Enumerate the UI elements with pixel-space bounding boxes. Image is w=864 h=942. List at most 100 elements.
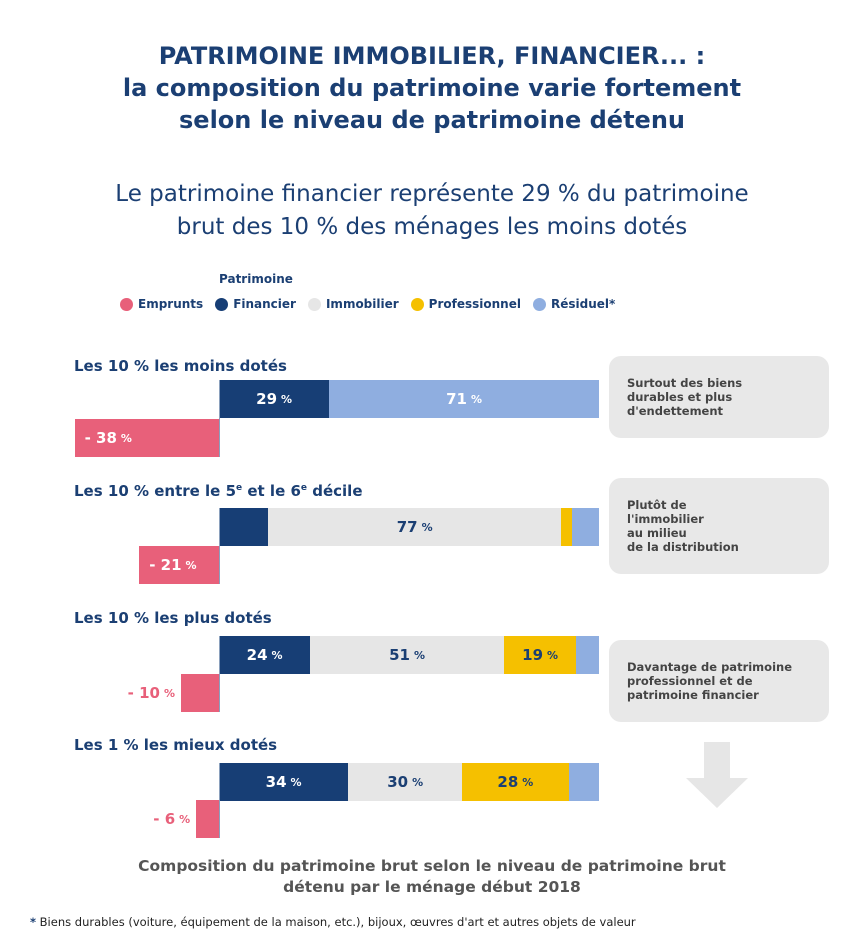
- callout-3: Davantage de patrimoine professionnel et…: [609, 640, 829, 722]
- row-label-2-pre: Les 10 % entre le 5: [74, 482, 237, 500]
- bar-4-emprunts-label: - 6%: [134, 800, 190, 838]
- bar-4-unit: %: [522, 775, 534, 789]
- callout-2: Plutôt de l'immobilier au milieu de la d…: [609, 478, 829, 574]
- callout-3-text: Davantage de patrimoine professionnel et…: [627, 660, 792, 702]
- bar-4-emprunts: [196, 800, 219, 838]
- row-label-2: Les 10 % entre le 5e et le 6e décile: [74, 482, 363, 500]
- row-label-2-sup1: e: [236, 483, 243, 493]
- bar-4-residuel: [568, 763, 599, 801]
- callout-2-text: Plutôt de l'immobilier au milieu de la d…: [627, 498, 739, 554]
- subtitle-line-1: Le patrimoine financier représente 29 % …: [115, 181, 749, 207]
- legend-swatch-residuel: [532, 297, 546, 311]
- bar-4-zero-axis: [219, 763, 220, 838]
- bar-1-zero-axis: [219, 380, 220, 457]
- bar-2-emprunts-value: - 21: [149, 556, 182, 574]
- row-label-2-mid: et le 6: [242, 482, 301, 500]
- bar-3-emprunts-value: - 10: [127, 684, 160, 702]
- bar-1-unit: %: [281, 392, 293, 406]
- bar-2-emprunts: [139, 546, 219, 584]
- down-arrow-icon: [686, 742, 748, 808]
- bar-4-professionnel: 28%: [462, 763, 569, 801]
- bar-3-professionnel: 19%: [504, 636, 577, 674]
- legend: Emprunts Financier Immobilier Profession…: [120, 297, 615, 311]
- bar-2-emprunts-label: - 21%: [149, 546, 196, 584]
- bar-1-residuel: 71%: [329, 380, 599, 418]
- bar-4-value-label: 30: [387, 773, 409, 791]
- bar-4-value-label: 34: [265, 773, 287, 791]
- title-line-3: selon le niveau de patrimoine détenu: [179, 106, 685, 134]
- bar-1-emprunts-unit: %: [120, 431, 132, 445]
- bar-4-unit: %: [290, 775, 302, 789]
- bar-1-financier: 29%: [219, 380, 330, 418]
- subtitle-line-2: brut des 10 % des ménages les moins doté…: [176, 214, 688, 240]
- legend-item-immobilier: Immobilier: [307, 297, 399, 311]
- legend-label-immobilier: Immobilier: [325, 297, 399, 311]
- bar-2-emprunts-unit: %: [185, 558, 197, 572]
- row-label-1: Les 10 % les moins dotés: [74, 357, 287, 375]
- bar-2-financier: [219, 508, 269, 546]
- legend-label-professionnel: Professionnel: [428, 297, 521, 311]
- bar-4-emprunts-unit: %: [179, 812, 191, 826]
- callout-1-text: Surtout des biens durables et plus d'end…: [627, 376, 743, 418]
- bar-3-residuel: [576, 636, 599, 674]
- caption-line-2: détenu par le ménage début 2018: [283, 878, 581, 896]
- bar-3-financier: 24%: [219, 636, 311, 674]
- bar-4-unit: %: [412, 775, 424, 789]
- bar-2-professionnel: [561, 508, 573, 546]
- row-label-4: Les 1 % les mieux dotés: [74, 736, 277, 754]
- bar-1-value-label: 29: [256, 390, 278, 408]
- row-label-2-sup2: e: [300, 483, 308, 493]
- legend-item-financier: Financier: [215, 297, 296, 311]
- bar-1-emprunts-value: - 38: [84, 429, 117, 447]
- caption-line-1: Composition du patrimoine brut selon le …: [138, 857, 726, 875]
- bar-4-immobilier: 30%: [348, 763, 463, 801]
- bar-2-unit: %: [421, 520, 433, 534]
- footnote-text: Biens durables (voiture, équipement de l…: [36, 915, 636, 929]
- row-label-1-text: Les 10 % les moins dotés: [74, 357, 287, 375]
- row-label-3-text: Les 10 % les plus dotés: [74, 609, 272, 627]
- legend-label-financier: Financier: [233, 297, 296, 311]
- title-line-2: la composition du patrimoine varie forte…: [122, 74, 742, 102]
- legend-item-emprunts: Emprunts: [120, 297, 203, 311]
- footnote: * Biens durables (voiture, équipement de…: [30, 915, 636, 929]
- bar-1-value-label: 71: [446, 390, 467, 408]
- bar-2-value-label: 77: [396, 518, 418, 536]
- title-line-1: PATRIMOINE IMMOBILIER, FINANCIER... :: [158, 42, 706, 70]
- bar-1-emprunts: [74, 419, 219, 457]
- bar-3-zero-axis: [219, 636, 220, 712]
- legend-item-professionnel: Professionnel: [410, 297, 521, 311]
- bar-2-residuel: [572, 508, 599, 546]
- bar-3-unit: %: [547, 648, 559, 662]
- bar-3-unit: %: [414, 648, 426, 662]
- chart-title: PATRIMOINE IMMOBILIER, FINANCIER... : la…: [0, 40, 864, 136]
- legend-swatch-immobilier: [307, 297, 321, 311]
- bar-2-zero-axis: [219, 508, 220, 584]
- bar-1-emprunts-label: - 38%: [85, 419, 132, 457]
- chart-caption: Composition du patrimoine brut selon le …: [0, 856, 864, 898]
- bar-3-emprunts: [181, 674, 219, 712]
- bar-2-immobilier: 77%: [268, 508, 561, 546]
- bar-1-unit: %: [471, 392, 483, 406]
- footnote-star: *: [30, 915, 37, 929]
- legend-title: Patrimoine: [219, 272, 293, 286]
- chart-subtitle: Le patrimoine financier représente 29 % …: [0, 178, 864, 244]
- bar-3-value-label: 19: [522, 646, 544, 664]
- legend-label-residuel: Résiduel*: [550, 297, 616, 311]
- row-label-3: Les 10 % les plus dotés: [74, 609, 272, 627]
- row-label-4-text: Les 1 % les mieux dotés: [74, 736, 278, 754]
- bar-3-emprunts-label: - 10%: [119, 674, 175, 712]
- legend-swatch-professionnel: [410, 297, 424, 311]
- bar-3-value-label: 24: [246, 646, 268, 664]
- bar-4-emprunts-value: - 6: [153, 810, 176, 828]
- bar-3-unit: %: [271, 648, 283, 662]
- bar-3-value-label: 51: [389, 646, 410, 664]
- bar-4-financier: 34%: [219, 763, 349, 801]
- legend-item-residuel: Résiduel*: [532, 297, 616, 311]
- bar-3-emprunts-unit: %: [163, 686, 175, 700]
- row-label-2-post: décile: [307, 482, 363, 500]
- bar-4-value-label: 28: [497, 773, 519, 791]
- legend-swatch-emprunts: [120, 297, 133, 311]
- legend-label-emprunts: Emprunts: [138, 297, 204, 311]
- legend-swatch-financier: [215, 297, 229, 311]
- bar-3-immobilier: 51%: [310, 636, 504, 674]
